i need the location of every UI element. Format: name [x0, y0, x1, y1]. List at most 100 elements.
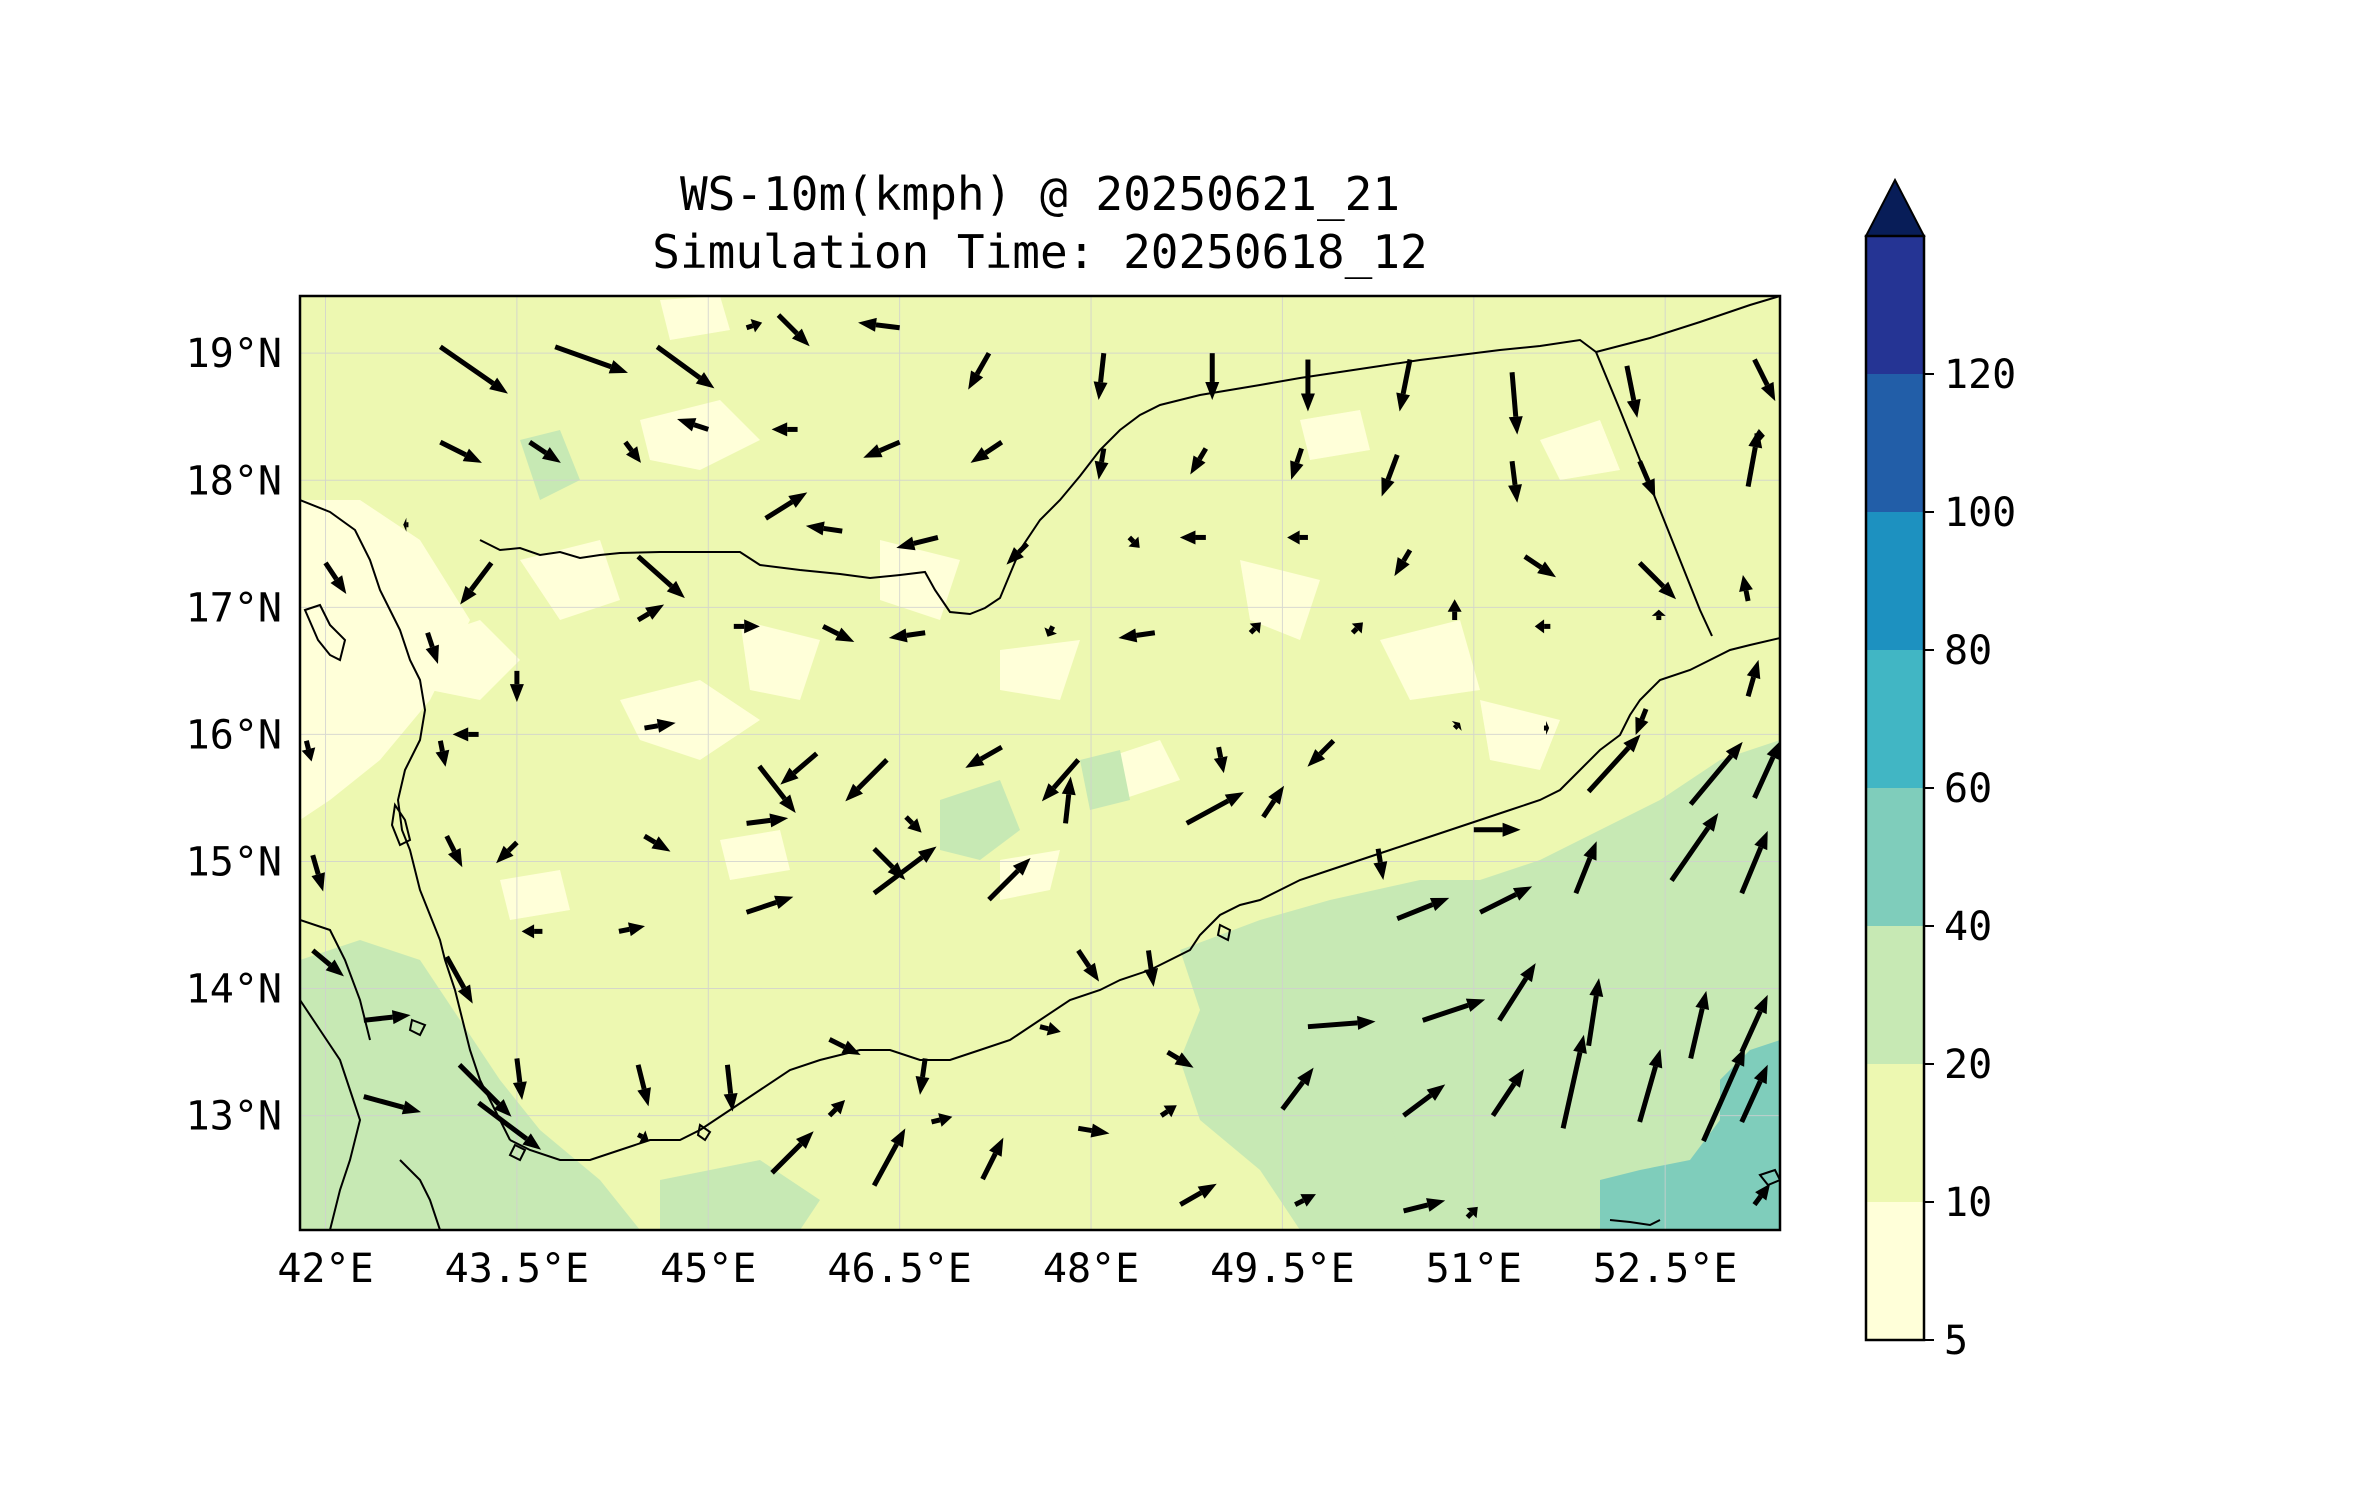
coastlines-and-borders [300, 296, 1780, 1230]
wind-arrow [1651, 609, 1666, 621]
wind-arrow [477, 1100, 542, 1150]
wind-arrow [1497, 963, 1536, 1022]
wind-arrow [863, 439, 901, 458]
lon-tick-label: 48°E [1043, 1246, 1139, 1292]
lat-tick-label: 18°N [186, 458, 282, 504]
lon-tick-label: 49.5°E [1210, 1246, 1355, 1292]
wind-arrow [1701, 1047, 1746, 1143]
colorbar-tick-label: 80 [1944, 628, 1992, 674]
wind-arrow [1261, 785, 1285, 819]
wind-arrow [496, 840, 519, 864]
wind-arrow [1290, 447, 1304, 480]
wind-arrow [1508, 460, 1522, 503]
wind-arrow [363, 1010, 411, 1025]
wind-arrow [444, 955, 473, 1004]
wind-arrow [363, 1094, 421, 1115]
lat-tick-label: 16°N [186, 712, 282, 758]
wind-arrow [554, 344, 628, 374]
colorbar-extend-arrow [1864, 177, 1926, 237]
wind-arrow [528, 440, 561, 463]
wind-arrow [764, 492, 808, 521]
wind-arrow [635, 1064, 651, 1107]
wind-arrow [452, 727, 479, 742]
wind-arrow [770, 1131, 814, 1175]
wind-arrow [733, 619, 760, 634]
wind-arrow [821, 624, 855, 642]
wind-arrow [745, 895, 794, 915]
wind-arrow [1421, 998, 1486, 1023]
wind-arrow [1523, 554, 1557, 578]
wind-arrow [643, 833, 671, 852]
map-title-line1: WS-10m(kmph) @ 20250621_21 [679, 167, 1401, 221]
wind-arrow [1688, 741, 1743, 806]
wind-arrow [1041, 758, 1081, 802]
wind-arrow [970, 440, 1004, 463]
wind-arrow [1635, 708, 1649, 735]
wind-arrow [1287, 530, 1308, 545]
lon-tick-label: 45°E [660, 1246, 756, 1292]
wind-arrow [872, 846, 937, 896]
lon-tick-label: 51°E [1426, 1246, 1522, 1292]
colorbar-segment [1866, 374, 1924, 512]
wind-arrow [771, 422, 798, 437]
wind-arrow [1560, 1034, 1587, 1129]
wind-arrow [1006, 542, 1030, 565]
wind-arrow [521, 924, 543, 939]
wind-arrow [1044, 625, 1057, 637]
wind-arrow [512, 1058, 527, 1101]
wind-arrow [310, 854, 325, 892]
wind-arrow [1061, 776, 1076, 824]
wind-arrow [1752, 741, 1780, 799]
lat-tick-label: 19°N [186, 331, 282, 377]
wind-arrow [644, 718, 676, 733]
wind-arrow [444, 834, 463, 868]
wind-arrow [1396, 359, 1413, 412]
wind-arrow [1739, 830, 1768, 895]
wind-arrow [1402, 1084, 1446, 1118]
wind-arrow [1534, 619, 1551, 634]
wind-arrow [1573, 841, 1597, 895]
colorbar-tick-label: 5 [1944, 1318, 1968, 1364]
wind-arrow [1739, 1064, 1768, 1124]
colorbar: 5 10 20 40 60 80 100 120 [1864, 177, 2016, 1364]
wind-arrow [1144, 950, 1159, 987]
colorbar-tick-label: 10 [1944, 1180, 1992, 1226]
wind-arrow [323, 561, 347, 595]
wind-arrow [1127, 535, 1140, 548]
wind-arrow [618, 922, 645, 937]
wind-arrow [968, 351, 992, 390]
wind-arrow [871, 1128, 906, 1187]
colorbar-tick-label: 40 [1944, 904, 1992, 950]
wind-arrow [1381, 453, 1400, 497]
lat-tick-label: 14°N [186, 967, 282, 1013]
wind-arrow [311, 948, 344, 977]
wind-arrow [896, 535, 939, 551]
lat-tick-label: 13°N [186, 1094, 282, 1140]
wind-arrow [780, 751, 819, 785]
colorbar-segment [1866, 1064, 1924, 1202]
colorbar-segment [1866, 236, 1924, 374]
wind-arrow [1213, 746, 1228, 774]
wind-arrow [1624, 365, 1641, 418]
wind-arrow [1350, 622, 1363, 635]
wind-arrow [1093, 352, 1108, 400]
wind-arrow [1190, 447, 1209, 475]
lon-tick-label: 43.5°E [445, 1246, 590, 1292]
wind-arrow [1739, 574, 1753, 602]
wind-arrow [1373, 848, 1388, 880]
wind-arrow [987, 858, 1031, 902]
colorbar-tick-label: 60 [1944, 766, 1992, 812]
wind-arrow [1479, 886, 1533, 915]
wind-arrow [1669, 812, 1719, 882]
wind-arrow [1752, 358, 1776, 402]
wind-arrow [1451, 721, 1462, 731]
wind-arrow [1248, 622, 1261, 635]
wind-arrow [1166, 1049, 1194, 1068]
wind-arrow [1637, 1049, 1663, 1123]
colorbar-segment [1866, 1202, 1924, 1340]
colorbar-tick-label: 20 [1944, 1042, 1992, 1088]
colorbar-tick-label: 100 [1944, 490, 2016, 536]
wind-arrow [636, 604, 665, 623]
wind-speed-field [300, 296, 1780, 1230]
wind-arrow [1752, 1183, 1771, 1207]
